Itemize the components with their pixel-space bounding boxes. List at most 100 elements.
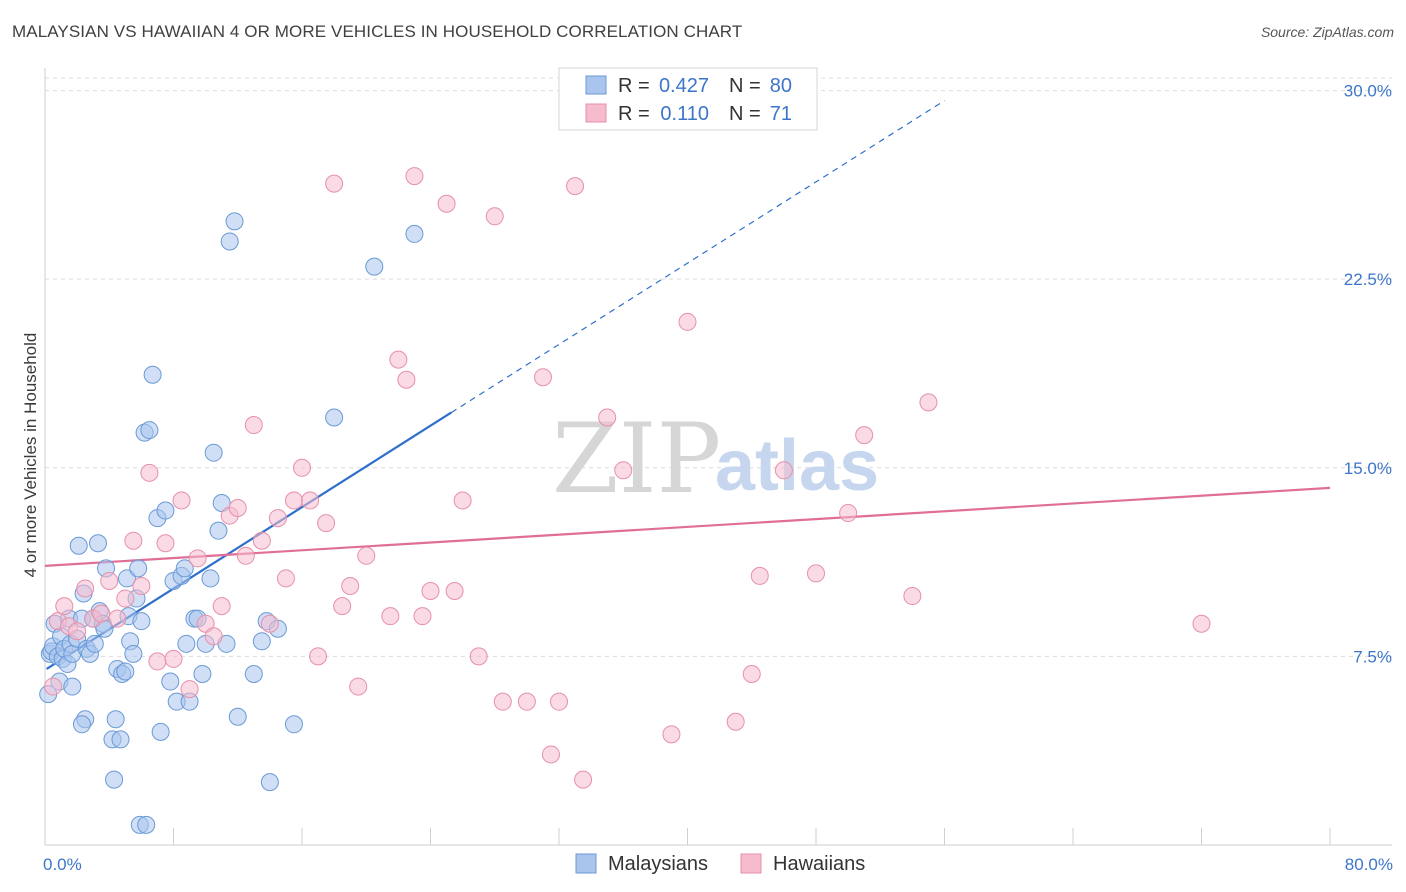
hawaiian-point [148, 652, 167, 671]
hawaiian-point [662, 725, 681, 744]
hawaiian-point [309, 647, 328, 666]
gridlines [45, 77, 1392, 657]
hawaiian-point [260, 614, 279, 633]
malaysian-point [132, 612, 151, 631]
malaysian-point [111, 730, 130, 749]
malaysian-point [156, 501, 175, 520]
hawaiian-point [445, 582, 464, 601]
malaysian-point [365, 257, 384, 276]
hawaiian-trend-line [44, 486, 1331, 567]
malaysian-point [140, 421, 159, 440]
legend-n-value: 71 [770, 103, 792, 125]
malaysian-point [143, 365, 162, 384]
hawaiian-point [381, 607, 400, 626]
malaysian-point [193, 664, 212, 683]
legend-n-label: N = [729, 75, 761, 97]
legend: R = 0.427 N = 80 R = 0.110 N = 71 [558, 67, 818, 131]
malaysian-point [260, 773, 279, 792]
bottom-legend-swatch [575, 853, 597, 874]
malaysian-point [252, 632, 271, 651]
malaysian-point [85, 634, 104, 653]
malaysian-point [89, 534, 108, 553]
hawaiian-point [124, 531, 143, 550]
hawaiian-point [92, 604, 111, 623]
hawaiian-point [453, 491, 472, 510]
hawaiian-point [903, 587, 922, 606]
hawaiian-point [349, 677, 368, 696]
hawaiian-point [268, 509, 287, 528]
hawaiian-point [44, 677, 63, 696]
malaysian-point [177, 634, 196, 653]
hawaiian-point [517, 692, 536, 711]
hawaiian-point [357, 546, 376, 565]
hawaiian-point [325, 174, 344, 193]
malaysian-point [116, 662, 135, 681]
hawaiian-point [236, 546, 255, 565]
bottom-legend: Malaysians Hawaiians [575, 853, 865, 875]
malaysian-point [106, 710, 125, 729]
legend-r-label: R = [618, 103, 650, 125]
malaysian-point [72, 715, 91, 734]
y-tick-label: 30.0% [1344, 82, 1392, 101]
malaysian-point [405, 224, 424, 243]
source-credit: Source: ZipAtlas.com [1260, 24, 1394, 40]
tick-labels: 7.5% 15.0% 22.5% 30.0% 0.0% 80.0% [43, 82, 1393, 874]
hawaiian-point [156, 534, 175, 553]
hawaiian-point [188, 549, 207, 568]
bottom-legend-swatch [740, 853, 762, 874]
malaysian-point [228, 707, 247, 726]
hawaiian-point [68, 622, 87, 641]
hawaiian-point [774, 461, 793, 480]
hawaiian-point [919, 393, 938, 412]
legend-n-label: N = [729, 103, 761, 125]
x-tick-label-max: 80.0% [1345, 855, 1393, 874]
hawaiian-point [566, 177, 585, 196]
hawaiian-point [574, 770, 593, 789]
hawaiian-point [180, 680, 199, 699]
malaysian-point [69, 536, 88, 555]
hawaiian-point [108, 609, 127, 628]
trend-lines [44, 100, 1331, 670]
malaysian-point [129, 559, 148, 578]
malaysian-point [284, 715, 303, 734]
hawaiian-point [276, 569, 295, 588]
bottom-legend-label: Malaysians [608, 853, 708, 875]
malaysian-point [212, 493, 231, 512]
malaysian-point [209, 521, 228, 540]
hawaiian-point [742, 664, 761, 683]
hawaiian-point [76, 579, 95, 598]
malaysian-point [151, 722, 170, 741]
hawaiian-point [333, 597, 352, 616]
hawaiian-point [212, 597, 231, 616]
hawaiian-point [855, 426, 874, 445]
x-tick-label-min: 0.0% [43, 855, 82, 874]
y-tick-label: 7.5% [1353, 647, 1392, 666]
malaysian-point [137, 815, 156, 834]
malaysian-point [105, 770, 124, 789]
hawaiian-point [493, 692, 512, 711]
malaysian-point [124, 644, 143, 663]
legend-swatch [585, 75, 607, 95]
malaysian-point [161, 672, 180, 691]
watermark-atlas: atlas [715, 426, 879, 506]
hawaiian-point [100, 571, 119, 590]
hawaiian-point [172, 491, 191, 510]
malaysian-point [175, 559, 194, 578]
data-points [39, 167, 1211, 834]
legend-n-value: 80 [770, 75, 792, 97]
hawaiian-point [413, 607, 432, 626]
hawaiian-point [293, 458, 311, 477]
hawaiian-point [485, 207, 504, 226]
hawaiian-point [397, 370, 416, 389]
malaysian-point [204, 443, 223, 462]
hawaiian-point [228, 499, 247, 518]
legend-swatch [585, 103, 607, 123]
bottom-legend-label: Hawaiians [773, 853, 865, 875]
hawaiian-point [204, 627, 223, 646]
hawaiian-point [421, 582, 440, 601]
hawaiian-point [598, 408, 617, 427]
y-axis-label: 4 or more Vehicles in Household [21, 333, 40, 578]
hawaiian-point [678, 312, 697, 331]
hawaiian-point [244, 416, 263, 435]
